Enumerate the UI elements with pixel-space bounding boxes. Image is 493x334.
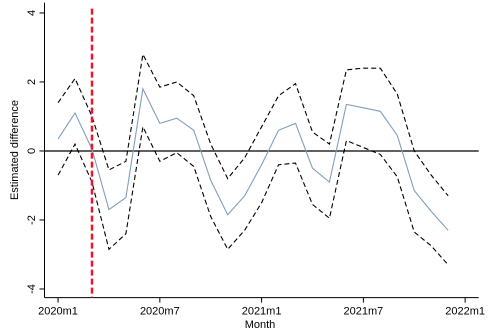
y-tick-label: -4	[26, 284, 38, 294]
x-tick-label: 2022m1	[445, 306, 485, 318]
y-axis-title: Estimated difference	[9, 100, 21, 200]
y-tick-label: 4	[26, 10, 38, 16]
x-tick-label: 2020m1	[38, 306, 78, 318]
ci-line	[57, 125, 449, 266]
x-tick-label: 2020m7	[140, 306, 180, 318]
x-tick-label: 2021m7	[343, 306, 383, 318]
y-tick-label: -2	[26, 215, 38, 225]
ci-line	[57, 52, 449, 197]
y-tick-label: 0	[26, 148, 38, 154]
x-tick-label: 2021m1	[242, 306, 282, 318]
estimate-line	[57, 87, 449, 231]
y-tick-label: 2	[26, 79, 38, 85]
x-axis-title: Month	[245, 319, 276, 331]
